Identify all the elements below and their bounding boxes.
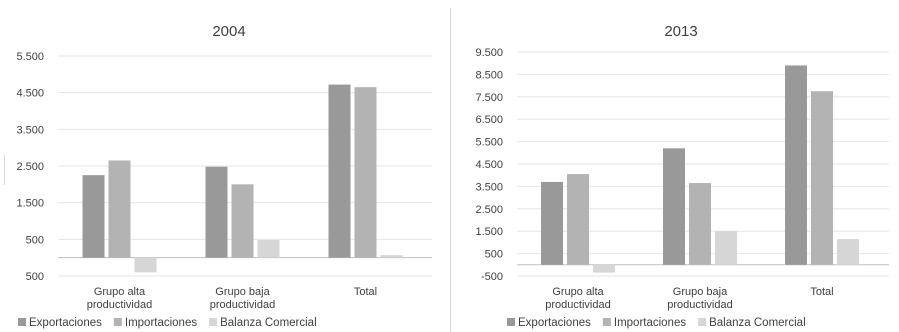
legend-item-label: Exportaciones bbox=[29, 317, 102, 329]
legend-swatch bbox=[18, 318, 26, 326]
legend-item-label: Importaciones bbox=[614, 317, 686, 329]
legend-item-label: Balanza Comercial bbox=[709, 317, 806, 329]
bar-balanza-comercial bbox=[380, 255, 403, 258]
legend-swatch bbox=[698, 318, 707, 326]
chart-panel-2004: 2004 500 500 1.500 2.500 3.500 4.500 5.500 Grupo… bbox=[4, 8, 450, 332]
legend-swatch bbox=[209, 318, 218, 326]
y-tick-label: 4.500 bbox=[16, 88, 44, 100]
bar-exportaciones bbox=[328, 84, 351, 258]
bar-importaciones bbox=[231, 184, 254, 258]
y-tick-label: -500 bbox=[481, 271, 503, 283]
y-tick-label: 3.500 bbox=[475, 181, 503, 193]
y-tick-label: 5.500 bbox=[475, 137, 503, 149]
y-tick-label: 4.500 bbox=[475, 159, 503, 171]
category-label: Grupo alta bbox=[552, 286, 604, 298]
category-label: Total bbox=[354, 286, 377, 298]
bar-balanza-comercial bbox=[837, 239, 859, 265]
legend-swatch bbox=[113, 318, 122, 326]
bar-importaciones bbox=[811, 91, 833, 265]
y-tick-label: 5.500 bbox=[16, 51, 44, 63]
bar-balanza-comercial bbox=[257, 240, 280, 258]
category-label: Grupo baja bbox=[673, 286, 728, 298]
y-tick-label: 500 bbox=[26, 271, 44, 283]
y-tick-label: 3.500 bbox=[16, 124, 44, 136]
y-tick-label: 500 bbox=[485, 249, 503, 261]
chart-2013: 2013 -500 500 1.500 2.500 3.500 4.500 5.500 6.50… bbox=[475, 23, 889, 329]
legend-swatch bbox=[507, 318, 515, 326]
bar-exportaciones bbox=[785, 65, 807, 265]
bar-exportaciones bbox=[541, 181, 563, 265]
y-tick-label: 6.500 bbox=[475, 114, 503, 126]
category-label: Total bbox=[810, 286, 833, 298]
y-tick-label: 1.500 bbox=[475, 226, 503, 238]
bar-balanza-comercial bbox=[593, 264, 615, 273]
y-tick-label: 500 bbox=[26, 234, 44, 246]
category-label: productividad bbox=[667, 299, 732, 311]
bar-exportaciones bbox=[82, 175, 105, 258]
y-tick-label: 7.500 bbox=[475, 92, 503, 104]
legend-item-label: Exportaciones bbox=[518, 317, 591, 329]
bar-balanza-comercial bbox=[715, 231, 737, 265]
chart-panel-2013: 2013 -500 500 1.500 2.500 3.500 4.500 5.500 6.50… bbox=[450, 8, 899, 332]
chart-2004: 2004 500 500 1.500 2.500 3.500 4.500 5.500 Grupo… bbox=[16, 23, 432, 329]
category-label: productividad bbox=[545, 299, 610, 311]
bar-importaciones bbox=[108, 160, 131, 258]
legend-item-label: Importaciones bbox=[125, 317, 197, 329]
category-label: Grupo baja bbox=[215, 286, 270, 298]
bar-exportaciones bbox=[205, 166, 228, 258]
y-tick-label: 9.500 bbox=[475, 47, 503, 59]
chart-title: 2013 bbox=[664, 23, 697, 40]
bar-importaciones bbox=[689, 183, 711, 265]
chart-title: 2004 bbox=[212, 23, 245, 40]
y-tick-label: 1.500 bbox=[16, 198, 44, 210]
category-label: productividad bbox=[87, 299, 152, 311]
legend-swatch bbox=[602, 318, 611, 326]
category-label: Grupo alta bbox=[94, 286, 146, 298]
bar-importaciones bbox=[567, 174, 589, 265]
bar-exportaciones bbox=[663, 148, 685, 265]
bar-balanza-comercial bbox=[134, 257, 157, 273]
bar-importaciones bbox=[354, 87, 377, 258]
y-tick-label: 2.500 bbox=[475, 204, 503, 216]
y-tick-label: 8.500 bbox=[475, 69, 503, 81]
category-label: productividad bbox=[210, 299, 275, 311]
panel-divider bbox=[4, 155, 5, 185]
legend-item-label: Balanza Comercial bbox=[220, 317, 317, 329]
y-tick-label: 2.500 bbox=[16, 161, 44, 173]
